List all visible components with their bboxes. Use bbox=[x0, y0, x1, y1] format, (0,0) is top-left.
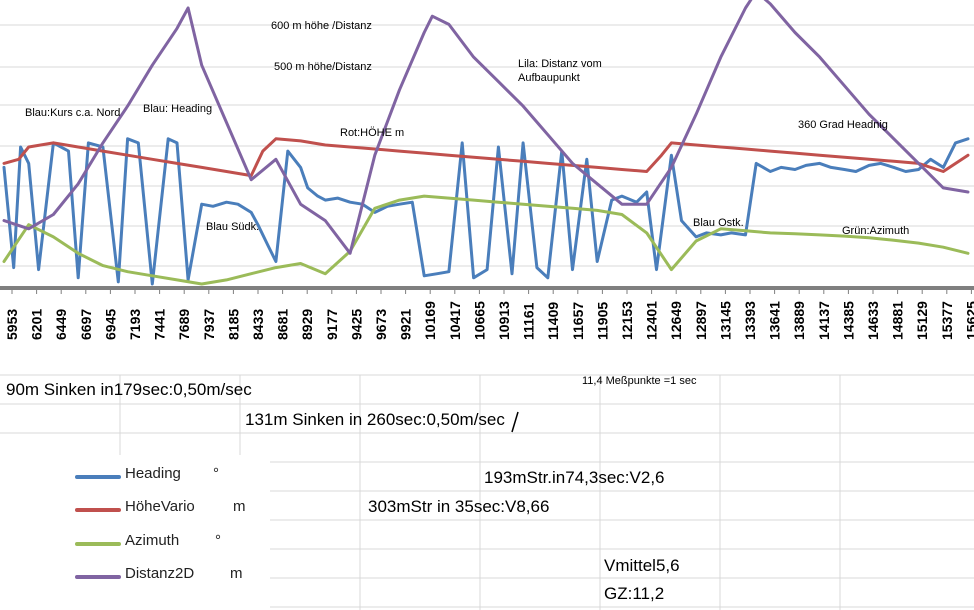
x-tick-label: 9921 bbox=[398, 309, 414, 340]
x-tick-label: 6201 bbox=[29, 309, 45, 340]
legend-label-heading: Heading bbox=[125, 465, 181, 482]
x-tick-label: 7689 bbox=[176, 309, 192, 340]
legend-label-hoehevario: HöheVario bbox=[125, 498, 195, 515]
legend-swatch-heading bbox=[75, 475, 121, 479]
annotation-gruen: Grün:Azimuth bbox=[842, 225, 910, 237]
x-tick-label: 9673 bbox=[373, 309, 389, 340]
x-tick-label: 10417 bbox=[447, 301, 463, 340]
x-tick-label: 15129 bbox=[914, 301, 930, 340]
x-tick-label: 7937 bbox=[201, 309, 217, 340]
x-tick-label: 10913 bbox=[496, 301, 512, 340]
annotation-blau-nord: Blau:Kurs c.a. Nord bbox=[25, 107, 121, 119]
x-tick-label: 6945 bbox=[102, 309, 118, 340]
x-tick-label: 12401 bbox=[644, 301, 660, 340]
legend-swatch-hoehevario bbox=[75, 508, 121, 512]
note-vmittel: Vmittel5,6 bbox=[604, 556, 680, 575]
x-tick-label: 10665 bbox=[471, 301, 487, 340]
annotation-blau-heading: Blau: Heading bbox=[143, 103, 213, 115]
chart-legend: Heading ° HöheVario m Azimuth ° Distanz2… bbox=[0, 455, 270, 610]
x-tick-label: 13641 bbox=[767, 301, 783, 340]
note-steigen-1: 193mStr.in74,3sec:V2,6 bbox=[484, 468, 665, 487]
x-tick-label: 5953 bbox=[4, 309, 20, 340]
x-tick-label: 13145 bbox=[717, 301, 733, 340]
annotation-blau-sued: Blau Südk. bbox=[206, 221, 260, 233]
x-tick-label: 15625 bbox=[963, 301, 974, 340]
x-tick-label: 14137 bbox=[816, 301, 832, 340]
x-tick-label: 8433 bbox=[250, 309, 266, 340]
x-tick-label: 14385 bbox=[840, 301, 856, 340]
series-line-azimuth bbox=[2, 194, 970, 286]
legend-swatch-azimuth bbox=[75, 542, 121, 546]
series-line-h-hevario bbox=[2, 137, 970, 178]
annotation-360-grad: 360 Grad Headnig bbox=[798, 119, 888, 131]
legend-label-distanz2d: Distanz2D bbox=[125, 565, 195, 582]
x-tick-label: 6697 bbox=[78, 309, 94, 340]
x-tick-label: 11161 bbox=[521, 302, 537, 340]
x-axis-line bbox=[0, 286, 974, 290]
legend-unit-hoehevario: m bbox=[233, 498, 246, 515]
annotation-lila: Lila: Distanz vom Aufbaupunkt bbox=[518, 58, 602, 84]
x-tick-label: 11905 bbox=[594, 302, 610, 340]
legend-label-azimuth: Azimuth bbox=[125, 532, 180, 549]
x-axis-ticks: 5953 6201 6449 6697 6945 7193 7441 7689 7937 8185… bbox=[4, 290, 974, 340]
pen-mark bbox=[511, 411, 519, 433]
legend-swatch-distanz2d bbox=[75, 575, 121, 579]
x-tick-label: 9177 bbox=[324, 309, 340, 340]
x-tick-label: 7193 bbox=[127, 309, 143, 340]
chart-series-group bbox=[2, 0, 970, 286]
x-tick-label: 8185 bbox=[225, 309, 241, 340]
x-tick-label: 13393 bbox=[742, 301, 758, 340]
annotation-600m: 600 m höhe /Distanz bbox=[271, 20, 372, 32]
x-tick-label: 7441 bbox=[152, 309, 168, 340]
x-tick-label: 12153 bbox=[619, 301, 635, 340]
x-tick-label: 8929 bbox=[299, 309, 315, 340]
series-line-heading bbox=[2, 137, 970, 286]
series-line-distanz2d bbox=[2, 0, 970, 255]
note-sinken-2: 131m Sinken in 260sec:0,50m/sec bbox=[245, 410, 505, 429]
x-tick-label: 11657 bbox=[570, 302, 586, 340]
annotation-rot: Rot:HÖHE m bbox=[340, 127, 405, 139]
legend-unit-azimuth: ° bbox=[215, 532, 221, 549]
note-gz: GZ:11,2 bbox=[604, 584, 665, 603]
x-tick-label: 8681 bbox=[275, 309, 291, 340]
note-sinken-1: 90m Sinken in179sec:0,50m/sec bbox=[6, 380, 252, 399]
x-tick-label: 15377 bbox=[939, 301, 955, 340]
note-steigen-2: 303mStr in 35sec:V8,66 bbox=[368, 497, 550, 516]
x-tick-label: 14881 bbox=[890, 301, 906, 340]
x-tick-label: 12897 bbox=[693, 301, 709, 340]
x-tick-label: 14633 bbox=[865, 301, 881, 340]
x-tick-label: 6449 bbox=[53, 309, 69, 340]
legend-unit-heading: ° bbox=[213, 465, 219, 482]
legend-unit-distanz2d: m bbox=[230, 565, 243, 582]
x-tick-label: 12649 bbox=[668, 301, 684, 340]
note-messpunkte: 11,4 Meßpunkte =1 sec bbox=[582, 375, 697, 387]
x-tick-label: 10169 bbox=[422, 301, 438, 340]
x-tick-label: 11409 bbox=[545, 302, 561, 340]
x-tick-label: 13889 bbox=[791, 301, 807, 340]
annotation-500m: 500 m höhe/Distanz bbox=[274, 61, 372, 73]
annotation-blau-ost: Blau Ostk. bbox=[693, 217, 744, 229]
x-tick-label: 9425 bbox=[348, 309, 364, 340]
